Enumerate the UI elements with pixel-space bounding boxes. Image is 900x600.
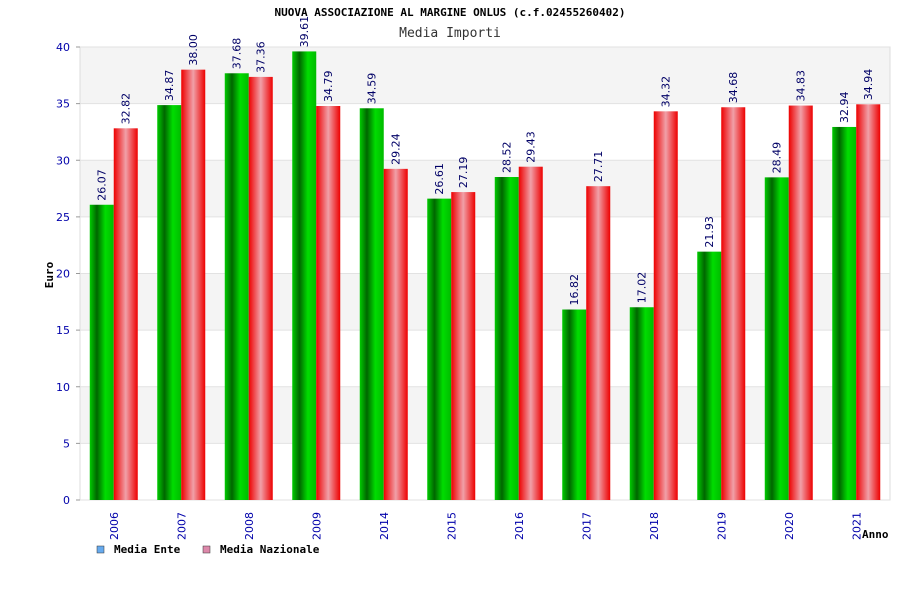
data-label: 26.07	[96, 169, 109, 201]
data-label: 37.68	[231, 38, 244, 70]
bar-media-ente-2021	[832, 126, 857, 500]
legend-label-media-nazionale: Media Nazionale	[220, 543, 320, 556]
bar-media-nazionale-2018	[653, 111, 678, 501]
bar-media-ente-2017	[562, 309, 587, 500]
bar-media-nazionale-2008	[248, 76, 273, 500]
data-label: 27.19	[457, 157, 470, 189]
data-label: 16.82	[568, 274, 581, 306]
x-tick-label: 2007	[175, 512, 188, 540]
bar-media-nazionale-2015	[451, 192, 476, 501]
plot-background	[79, 46, 891, 501]
bar-media-nazionale-2019	[721, 107, 746, 501]
bar-media-nazionale-2016	[518, 166, 543, 500]
data-label: 39.61	[298, 16, 311, 48]
data-label: 32.82	[120, 93, 133, 125]
bar-media-ente-2016	[494, 177, 519, 501]
data-label: 28.49	[771, 142, 784, 174]
chart-title: NUOVA ASSOCIAZIONE AL MARGINE ONLUS (c.f…	[275, 6, 626, 19]
plot-band	[80, 160, 890, 217]
data-label: 32.94	[838, 91, 851, 123]
data-label: 28.52	[501, 142, 514, 174]
y-axis-label: Euro	[43, 261, 56, 288]
bar-media-nazionale-2009	[316, 106, 341, 501]
legend-swatch-media-ente	[96, 545, 105, 554]
bar-media-nazionale-2021	[856, 104, 881, 500]
y-tick-label: 35	[56, 98, 70, 111]
x-tick-label: 2009	[310, 512, 323, 540]
y-tick-label: 30	[56, 154, 70, 167]
legend-swatch-media-nazionale	[202, 545, 211, 554]
data-label: 34.68	[727, 72, 740, 104]
bar-media-ente-2006	[89, 204, 114, 500]
bars	[89, 51, 881, 501]
y-tick-label: 10	[56, 381, 70, 394]
bar-media-nazionale-2017	[586, 186, 611, 500]
plot-band	[80, 47, 890, 104]
x-axis-ticks: 2006 2007 2008 2009 2014 2015 2016 2017 2018 2019…	[108, 512, 864, 540]
x-tick-label: 2014	[378, 512, 391, 540]
data-label: 29.43	[525, 131, 538, 163]
plot-band	[80, 330, 890, 387]
legend: Media Ente Media Nazionale	[96, 543, 320, 556]
bar-media-ente-2018	[629, 307, 654, 500]
plot-band	[80, 273, 890, 331]
x-tick-label: 2008	[243, 512, 256, 540]
y-tick-label: 5	[63, 437, 70, 450]
bar-media-ente-2009	[292, 51, 317, 501]
data-label: 34.94	[862, 69, 875, 101]
x-tick-label: 2018	[648, 512, 661, 540]
data-label: 21.93	[703, 216, 716, 248]
bar-media-nazionale-2007	[181, 69, 206, 501]
y-tick-label: 0	[63, 494, 70, 507]
data-label: 34.87	[163, 70, 176, 102]
y-axis-ticks: 0 5 10 15 20 25 30 35 40	[56, 41, 80, 507]
x-tick-label: 2017	[580, 512, 593, 540]
x-axis-label: Anno	[862, 528, 889, 541]
data-label: 38.00	[187, 34, 200, 66]
data-label: 26.61	[433, 163, 446, 195]
data-label: 34.32	[660, 76, 673, 108]
data-label: 34.59	[366, 73, 379, 105]
bar-media-ente-2014	[359, 108, 384, 500]
data-label: 17.02	[636, 272, 649, 304]
bar-media-nazionale-2020	[788, 105, 813, 501]
bar-media-ente-2020	[764, 177, 789, 500]
bar-media-nazionale-2006	[113, 128, 138, 500]
x-tick-label: 2019	[715, 512, 728, 540]
x-tick-label: 2015	[445, 512, 458, 540]
y-tick-label: 25	[56, 211, 70, 224]
bar-media-nazionale-2014	[383, 168, 408, 500]
chart-subtitle: Media Importi	[399, 26, 501, 41]
data-label: 34.79	[322, 71, 335, 103]
x-tick-label: 2006	[108, 512, 121, 540]
plot-band	[80, 386, 890, 444]
value-labels: 26.07 32.82 34.87 38.00 37.68 37.36 39.61 34.79…	[96, 16, 876, 306]
bar-media-ente-2015	[427, 198, 452, 500]
grid-lines	[80, 46, 890, 501]
data-label: 34.83	[795, 70, 808, 102]
legend-label-media-ente: Media Ente	[114, 543, 181, 556]
x-tick-label: 2021	[850, 512, 863, 540]
bar-media-ente-2008	[224, 73, 249, 501]
plot-band	[80, 443, 890, 500]
plot-band	[80, 216, 890, 274]
data-label: 29.24	[390, 133, 403, 165]
data-label: 37.36	[255, 41, 268, 73]
data-label: 27.71	[592, 151, 605, 183]
x-tick-label: 2020	[783, 512, 796, 540]
bar-media-ente-2007	[157, 105, 182, 500]
y-tick-label: 20	[56, 268, 70, 281]
x-tick-label: 2016	[513, 512, 526, 540]
y-tick-label: 40	[56, 41, 70, 54]
plot-band	[80, 103, 890, 161]
y-tick-label: 15	[56, 324, 70, 337]
bar-media-ente-2019	[697, 251, 722, 500]
